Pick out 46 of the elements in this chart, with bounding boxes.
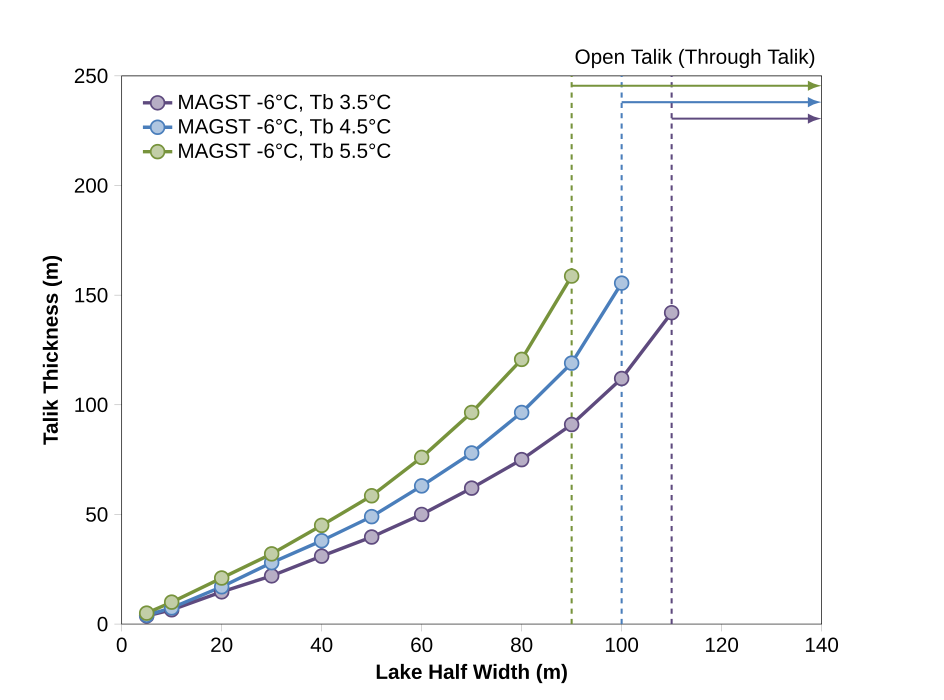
point bbox=[414, 478, 430, 494]
y-tick-label: 200 bbox=[74, 178, 108, 193]
point bbox=[314, 518, 330, 534]
x-axis-title: Lake Half Width (m) bbox=[376, 664, 567, 684]
point bbox=[138, 605, 154, 621]
point bbox=[514, 404, 530, 420]
x-tick-label: 40 bbox=[310, 638, 332, 652]
legend-label: MAGST -6°C, Tb 3.5°C bbox=[179, 94, 390, 112]
y-tick-label: 250 bbox=[74, 68, 108, 84]
point bbox=[514, 452, 530, 468]
y-tick-label: 150 bbox=[75, 288, 108, 302]
point bbox=[364, 529, 380, 545]
point bbox=[514, 352, 530, 368]
point bbox=[364, 508, 380, 524]
x-tick-label: 80 bbox=[511, 638, 532, 652]
x-tick-label: 100 bbox=[606, 638, 638, 652]
point bbox=[464, 404, 480, 420]
point bbox=[264, 568, 280, 584]
point bbox=[314, 548, 330, 564]
y-tick-label: 50 bbox=[86, 507, 108, 522]
point bbox=[614, 370, 630, 386]
y-axis-title: Talik Thickness (m) bbox=[42, 256, 62, 445]
y-tick-label: 100 bbox=[75, 398, 108, 412]
point bbox=[214, 570, 230, 586]
point bbox=[564, 416, 580, 432]
x-tick-label: 0 bbox=[116, 638, 127, 652]
text: Open Talik (Through Talik) bbox=[576, 48, 814, 68]
legend-label: MAGST -6°C, Tb 5.5°C bbox=[179, 142, 390, 161]
x-tick-label: 140 bbox=[806, 638, 838, 652]
x-tick-label: 60 bbox=[411, 638, 432, 652]
y-tick-label: 0 bbox=[98, 616, 108, 632]
point bbox=[464, 480, 480, 496]
point bbox=[464, 445, 480, 461]
point bbox=[164, 594, 180, 610]
x-tick-label: 20 bbox=[211, 638, 232, 652]
point bbox=[364, 488, 380, 504]
point bbox=[414, 506, 430, 522]
legend-label: MAGST -6°C, Tb 4.5°C bbox=[179, 118, 390, 136]
point bbox=[414, 450, 430, 466]
point bbox=[614, 275, 630, 291]
point bbox=[264, 546, 280, 562]
point bbox=[664, 304, 680, 320]
point bbox=[564, 355, 580, 371]
point bbox=[564, 268, 580, 284]
point bbox=[314, 533, 330, 549]
x-tick-label: 120 bbox=[706, 638, 738, 652]
